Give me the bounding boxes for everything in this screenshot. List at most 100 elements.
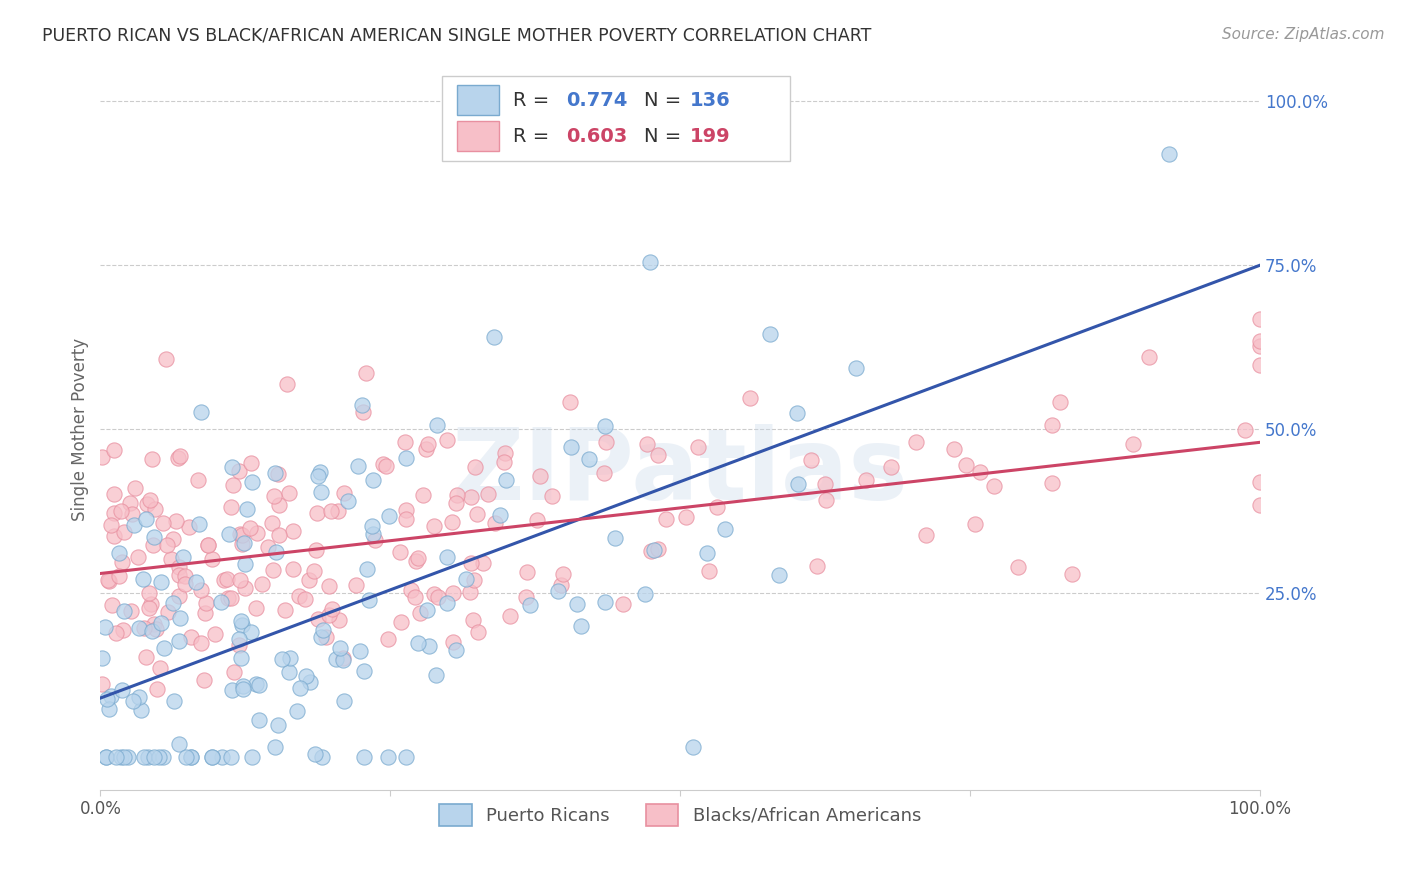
Text: ZIPatlas: ZIPatlas [451,424,908,521]
Point [221,459,243,474]
Point [471,557,494,571]
Point [118,496,141,510]
Point [229,573,252,587]
Point [354,366,377,380]
Point [103,506,125,520]
Point [406,636,429,650]
Point [169,449,191,463]
Text: PUERTO RICAN VS BLACK/AFRICAN AMERICAN SINGLE MOTHER POVERTY CORRELATION CHART: PUERTO RICAN VS BLACK/AFRICAN AMERICAN S… [42,27,872,45]
Point [228,632,250,646]
Point [395,503,418,517]
Point [245,676,267,690]
Point [344,578,367,592]
Text: 0.774: 0.774 [567,91,628,110]
Point [418,639,440,653]
Point [332,653,354,667]
Point [1007,559,1029,574]
Point [233,581,256,595]
Point [160,551,183,566]
Point [142,530,165,544]
Point [441,586,464,600]
Point [969,465,991,479]
Point [267,528,290,542]
Point [696,546,718,560]
Point [454,572,477,586]
Point [395,451,418,466]
Point [141,597,163,611]
Point [806,558,828,573]
Point [375,459,398,474]
Point [142,616,165,631]
Point [167,560,190,574]
Point [228,638,250,652]
Point [217,591,239,605]
Point [155,352,177,367]
Point [228,527,250,541]
Point [311,750,333,764]
Point [738,391,761,405]
Point [148,750,170,764]
Point [350,398,373,412]
Point [714,522,737,536]
Legend: Puerto Ricans, Blacks/African Americans: Puerto Ricans, Blacks/African Americans [430,795,931,835]
Point [212,573,235,587]
Point [128,690,150,704]
Point [441,635,464,649]
Point [169,610,191,624]
Text: R =: R = [513,127,555,145]
Point [352,405,374,419]
Point [515,590,537,604]
Point [245,601,267,615]
Point [484,516,506,531]
Point [215,572,238,586]
Point [194,596,217,610]
Point [787,477,810,491]
Point [233,557,256,571]
Point [264,739,287,754]
Point [915,528,938,542]
Point [246,526,269,541]
Point [1049,394,1071,409]
Point [136,750,159,764]
Point [697,564,720,578]
Point [231,617,253,632]
Point [263,490,285,504]
Point [305,506,328,520]
Point [405,554,427,568]
Point [94,750,117,764]
Point [800,452,823,467]
Point [283,524,305,538]
Point [274,603,297,617]
Point [364,533,387,548]
Point [150,574,173,589]
Point [104,626,127,640]
Text: 0.603: 0.603 [567,127,627,145]
Point [232,679,254,693]
Point [332,650,354,665]
Point [218,526,240,541]
Point [283,562,305,576]
Point [184,574,207,589]
Point [107,569,129,583]
Point [180,750,202,764]
Point [1060,567,1083,582]
Point [267,498,290,512]
Point [647,449,669,463]
Point [233,535,256,549]
Point [682,739,704,754]
Text: Source: ZipAtlas.com: Source: ZipAtlas.com [1222,27,1385,42]
Point [174,750,197,764]
Point [395,512,418,526]
Point [634,587,657,601]
Point [446,642,468,657]
Point [152,750,174,764]
Point [167,450,190,465]
Point [235,501,257,516]
Point [100,518,122,533]
Point [547,583,569,598]
Point [353,665,375,679]
Text: N =: N = [644,127,688,145]
Point [180,750,202,764]
Point [167,589,190,603]
Point [446,488,468,502]
